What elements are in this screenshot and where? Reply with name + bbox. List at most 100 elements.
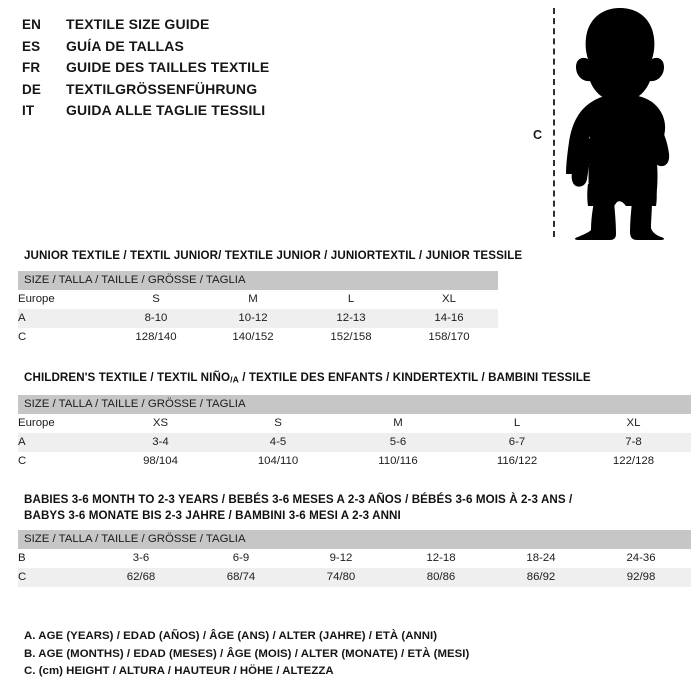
row-label-europe: Europe — [18, 289, 108, 309]
legend-text-c: (cm) HEIGHT / ALTURA / HAUTEUR / HÖHE / … — [35, 665, 334, 678]
language-row-fr: FR GUIDE DES TAILLES TEXTILE — [22, 59, 492, 81]
row-label-b: B — [18, 549, 91, 568]
table-band-header-children: SIZE / TALLA / TAILLE / GRÖSSE / TAGLIA — [18, 395, 692, 415]
cell-height: 116/122 — [458, 452, 576, 472]
table-row: C 62/68 68/74 74/80 80/86 86/92 92/98 — [18, 568, 692, 587]
height-dashed-line — [553, 8, 555, 237]
cell-age-months: 24-36 — [591, 549, 692, 568]
row-label-c: C — [18, 327, 108, 347]
cell-age: 10-12 — [204, 308, 302, 328]
cell-age-months: 9-12 — [291, 549, 391, 568]
row-label-a: A — [18, 308, 108, 328]
row-label-c: C — [18, 452, 103, 472]
cell-height: 158/170 — [400, 327, 498, 347]
cell-age: 14-16 — [400, 308, 498, 328]
cell-age: 3-4 — [103, 433, 218, 453]
language-title-en: TEXTILE SIZE GUIDE — [66, 16, 210, 32]
table-row: Europe XS S M L XL — [18, 414, 692, 434]
row-label-c: C — [18, 568, 91, 587]
cell-age: 7-8 — [576, 433, 692, 453]
language-title-de: TEXTILGRÖSSENFÜHRUNG — [66, 80, 258, 97]
language-row-de: DE TEXTILGRÖSSENFÜHRUNG — [22, 81, 492, 103]
cell-age-months: 12-18 — [391, 549, 491, 568]
cell-size: L — [458, 414, 576, 434]
legend-text-a: AGE (YEARS) / EDAD (AÑOS) / ÂGE (ANS) / … — [35, 630, 438, 642]
cell-height: 68/74 — [191, 568, 291, 587]
table-row: Europe S M L XL — [18, 289, 498, 309]
cell-size: XS — [103, 414, 218, 434]
language-title-it: GUIDA ALLE TAGLIE TESSILI — [66, 102, 266, 118]
cell-size: S — [218, 414, 338, 434]
cell-height: 152/158 — [302, 327, 400, 347]
cell-size: XL — [576, 414, 692, 434]
language-title-block: EN TEXTILE SIZE GUIDE ES GUÍA DE TALLAS … — [22, 16, 492, 124]
section-title-babies-line2: BABYS 3-6 MONATE BIS 2-3 JAHRE / BAMBINI… — [24, 508, 401, 522]
legend-line-c: C. (cm) HEIGHT / ALTURA / HAUTEUR / HÖHE… — [24, 663, 684, 681]
table-row: C 128/140 140/152 152/158 158/170 — [18, 327, 498, 347]
table-row: A 8-10 10-12 12-13 14-16 — [18, 308, 498, 328]
row-label-a: A — [18, 433, 103, 453]
section-childrens-textile: CHILDREN'S TEXTILE / TEXTIL NIÑO/A / TEX… — [18, 370, 692, 472]
legend-key-b: B. — [24, 647, 36, 660]
section-title-junior: JUNIOR TEXTILE / TEXTIL JUNIOR/ TEXTILE … — [24, 249, 523, 262]
size-table-junior: SIZE / TALLA / TAILLE / GRÖSSE / TAGLIA … — [18, 270, 498, 347]
language-code-en: EN — [22, 17, 41, 32]
table-band-header-babies: SIZE / TALLA / TAILLE / GRÖSSE / TAGLIA — [18, 530, 692, 549]
height-indicator-label: C — [533, 128, 543, 142]
section-title-children-pre: CHILDREN'S TEXTILE / TEXTIL NIÑO — [24, 371, 231, 384]
table-row: A 3-4 4-5 5-6 6-7 7-8 — [18, 433, 692, 453]
cell-height: 92/98 — [591, 568, 692, 587]
cell-height: 62/68 — [91, 568, 191, 587]
language-code-fr: FR — [22, 60, 41, 75]
cell-age: 5-6 — [338, 433, 458, 453]
section-title-children-post: / TEXTILE DES ENFANTS / KINDERTEXTIL / B… — [238, 371, 591, 384]
legend-line-a: A. AGE (YEARS) / EDAD (AÑOS) / ÂGE (ANS)… — [24, 628, 684, 646]
language-title-fr: GUIDE DES TAILLES TEXTILE — [66, 59, 270, 75]
size-table-babies: SIZE / TALLA / TAILLE / GRÖSSE / TAGLIA … — [18, 530, 692, 587]
section-title-babies-line1: BABIES 3-6 MONTH TO 2-3 YEARS / BEBÉS 3-… — [24, 493, 573, 506]
language-title-es: GUÍA DE TALLAS — [66, 37, 184, 54]
cell-height: 128/140 — [108, 327, 204, 347]
section-junior-textile: JUNIOR TEXTILE / TEXTIL JUNIOR/ TEXTILE … — [18, 248, 522, 347]
language-code-es: ES — [22, 38, 41, 54]
language-row-it: IT GUIDA ALLE TAGLIE TESSILI — [22, 102, 492, 124]
child-silhouette-icon — [566, 8, 670, 240]
cell-age: 4-5 — [218, 433, 338, 453]
legend-key-a: A. — [24, 630, 36, 642]
legend-text-b: AGE (MONTHS) / EDAD (MESES) / ÂGE (MOIS)… — [35, 647, 470, 660]
cell-height: 122/128 — [576, 452, 692, 472]
language-row-en: EN TEXTILE SIZE GUIDE — [22, 16, 492, 38]
cell-age-months: 18-24 — [491, 549, 591, 568]
cell-size: S — [108, 289, 204, 309]
cell-height: 104/110 — [218, 452, 338, 472]
table-band-header-junior: SIZE / TALLA / TAILLE / GRÖSSE / TAGLIA — [18, 270, 498, 290]
size-table-children: SIZE / TALLA / TAILLE / GRÖSSE / TAGLIA … — [18, 395, 692, 472]
legend-line-b: B. AGE (MONTHS) / EDAD (MESES) / ÂGE (MO… — [24, 646, 684, 664]
cell-age-months: 3-6 — [91, 549, 191, 568]
height-measurement-figure: C — [520, 0, 700, 245]
table-row: C 98/104 104/110 110/116 116/122 122/128 — [18, 452, 692, 472]
cell-height: 74/80 — [291, 568, 391, 587]
legend-key-c: C. — [24, 665, 36, 678]
language-row-es: ES GUÍA DE TALLAS — [22, 38, 492, 60]
language-code-de: DE — [22, 81, 41, 97]
section-babies-textile: BABIES 3-6 MONTH TO 2-3 YEARS / BEBÉS 3-… — [18, 492, 692, 587]
cell-size: M — [204, 289, 302, 309]
band-label-junior: SIZE / TALLA / TAILLE / GRÖSSE / TAGLIA — [18, 270, 498, 290]
cell-age: 8-10 — [108, 308, 204, 328]
band-label-children: SIZE / TALLA / TAILLE / GRÖSSE / TAGLIA — [18, 395, 692, 415]
cell-height: 140/152 — [204, 327, 302, 347]
cell-height: 110/116 — [338, 452, 458, 472]
cell-size: XL — [400, 289, 498, 309]
cell-height: 86/92 — [491, 568, 591, 587]
cell-height: 98/104 — [103, 452, 218, 472]
cell-age: 12-13 — [302, 308, 400, 328]
band-label-babies: SIZE / TALLA / TAILLE / GRÖSSE / TAGLIA — [18, 530, 692, 549]
cell-height: 80/86 — [391, 568, 491, 587]
cell-size: L — [302, 289, 400, 309]
legend-block: A. AGE (YEARS) / EDAD (AÑOS) / ÂGE (ANS)… — [24, 628, 684, 681]
cell-age-months: 6-9 — [191, 549, 291, 568]
section-title-children-sub: /A — [230, 374, 239, 385]
row-label-europe: Europe — [18, 414, 103, 434]
cell-age: 6-7 — [458, 433, 576, 453]
